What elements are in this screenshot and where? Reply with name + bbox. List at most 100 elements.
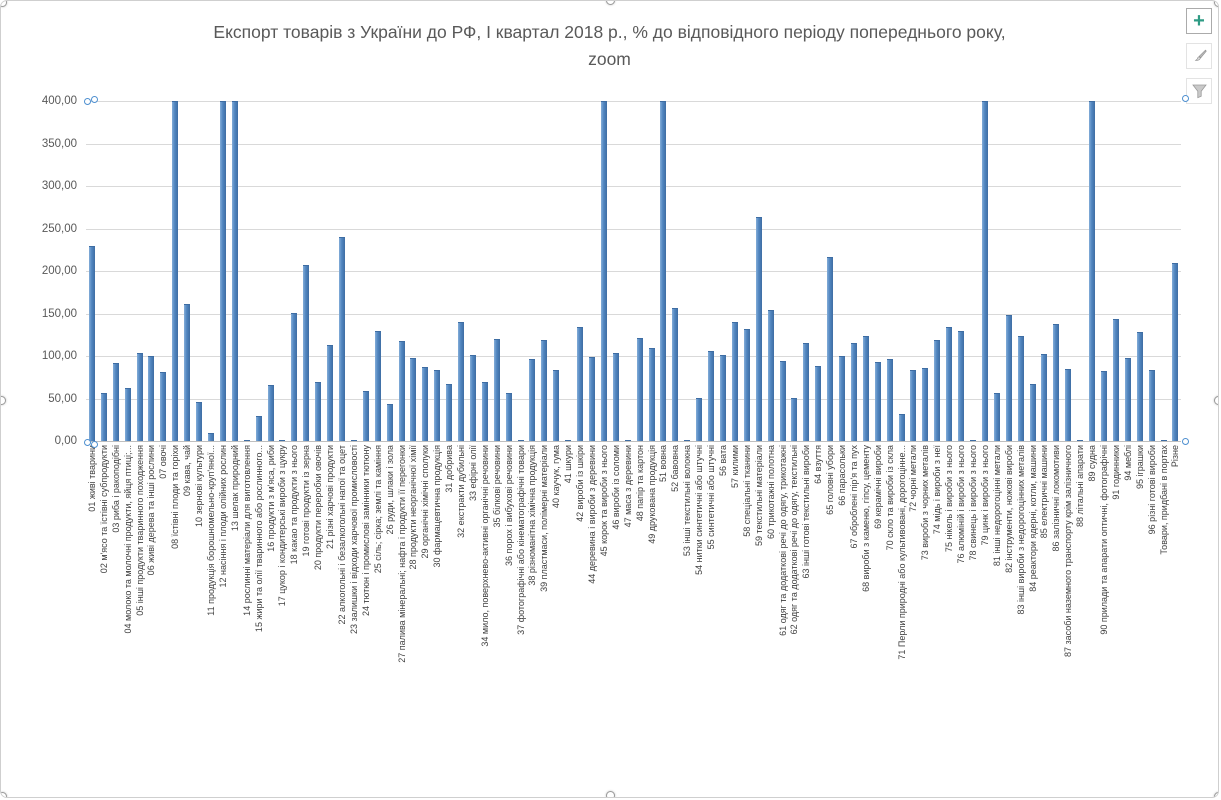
bar[interactable] [1089,101,1096,441]
bar[interactable] [719,355,726,441]
bar[interactable] [434,369,441,441]
plot-handle-top-right[interactable] [1182,95,1189,102]
bar[interactable] [815,366,822,441]
plot-handle-top-left[interactable] [84,98,91,105]
bar[interactable] [577,327,584,441]
bar[interactable] [196,401,203,441]
bar[interactable] [386,404,393,441]
bar[interactable] [541,339,548,441]
plot-handle-bottom-left[interactable] [84,439,91,446]
selection-handle-bottom-middle[interactable] [606,791,615,797]
bar[interactable] [493,339,500,441]
bar[interactable] [422,367,429,441]
bar[interactable] [505,393,512,441]
bar[interactable] [600,101,607,441]
bar[interactable] [303,265,310,441]
bar[interactable] [315,381,322,441]
bar[interactable] [255,415,262,441]
bar[interactable] [1160,440,1167,441]
bar[interactable] [779,361,786,441]
bar[interactable] [791,397,798,441]
bar[interactable] [172,101,179,441]
bar[interactable] [1017,336,1024,441]
bar[interactable] [529,359,536,441]
bar[interactable] [517,440,524,441]
bar[interactable] [862,336,869,441]
bar[interactable] [1053,323,1060,441]
funnel-icon[interactable] [1186,78,1212,104]
bar[interactable] [874,361,881,441]
selection-handle-middle-left[interactable] [1,396,6,405]
bar[interactable] [243,440,250,441]
bar[interactable] [184,304,191,441]
bar[interactable] [612,352,619,441]
bar[interactable] [374,330,381,441]
bar[interactable] [279,440,286,441]
selection-handle-bottom-left[interactable] [1,792,7,797]
bar[interactable] [910,370,917,441]
bar[interactable] [958,330,965,441]
bar[interactable] [1172,262,1179,441]
bar[interactable] [565,440,572,441]
bar[interactable] [1065,368,1072,441]
bar[interactable] [136,352,143,441]
bar[interactable] [219,101,226,441]
bar[interactable] [624,440,631,441]
chart-elements-button[interactable]: + [1186,8,1212,34]
bar[interactable] [636,338,643,441]
bar[interactable] [684,440,691,441]
bar[interactable] [410,357,417,441]
bar[interactable] [850,343,857,441]
selection-handle-top-left[interactable] [1,1,7,7]
bar[interactable] [398,340,405,441]
bar[interactable] [743,328,750,441]
bar[interactable] [1136,332,1143,441]
bar[interactable] [1029,384,1036,441]
bar[interactable] [208,432,215,441]
bar[interactable] [970,440,977,441]
bar[interactable] [458,322,465,441]
selection-handle-bottom-right[interactable] [1214,792,1218,797]
bar[interactable] [708,350,715,441]
bar[interactable] [160,372,167,441]
bar[interactable] [946,327,953,441]
selection-handle-top-middle[interactable] [606,1,615,5]
bar[interactable] [350,440,357,441]
plot-area[interactable] [86,101,1181,442]
bar[interactable] [1041,354,1048,441]
bar[interactable] [88,245,95,441]
bar[interactable] [124,388,131,441]
bar[interactable] [672,308,679,441]
bar[interactable] [469,355,476,441]
bar[interactable] [231,101,238,441]
bar[interactable] [767,310,774,441]
bar[interactable] [267,384,274,441]
bar[interactable] [481,382,488,441]
bar[interactable] [993,392,1000,441]
bar[interactable] [696,397,703,441]
bar[interactable] [589,356,596,441]
bar[interactable] [660,101,667,441]
chart-title[interactable]: Експорт товарів з України до РФ, І кварт… [61,19,1158,73]
bar[interactable] [1100,371,1107,441]
bar[interactable] [934,339,941,441]
bar[interactable] [1148,369,1155,441]
bar[interactable] [827,256,834,441]
bar[interactable] [148,356,155,441]
bar[interactable] [1124,357,1131,441]
bar[interactable] [338,237,345,441]
bar[interactable] [898,413,905,441]
bar[interactable] [446,384,453,441]
bar[interactable] [922,367,929,441]
bar[interactable] [1112,318,1119,441]
bar[interactable] [1005,315,1012,441]
plot-handle-bottom-right[interactable] [1182,438,1189,445]
bar[interactable] [100,392,107,441]
bar[interactable] [886,359,893,441]
bar[interactable] [731,322,738,441]
bar[interactable] [1077,440,1084,441]
bar[interactable] [553,369,560,441]
bar[interactable] [362,390,369,441]
plot-handle-bottom-left-2[interactable] [91,441,98,448]
